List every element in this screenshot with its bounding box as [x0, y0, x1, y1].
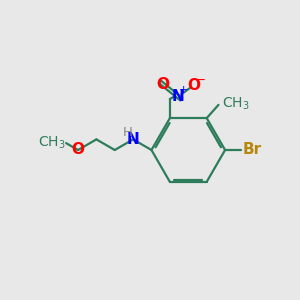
- Text: Br: Br: [243, 142, 262, 158]
- Text: −: −: [194, 74, 206, 87]
- Text: O: O: [156, 77, 169, 92]
- Text: CH$_3$: CH$_3$: [38, 135, 66, 151]
- Text: O: O: [71, 142, 85, 158]
- Text: H: H: [123, 125, 133, 139]
- Text: N: N: [172, 89, 184, 104]
- Text: CH$_3$: CH$_3$: [222, 95, 250, 112]
- Text: +: +: [179, 85, 188, 95]
- Text: O: O: [187, 78, 200, 93]
- Text: N: N: [127, 132, 140, 147]
